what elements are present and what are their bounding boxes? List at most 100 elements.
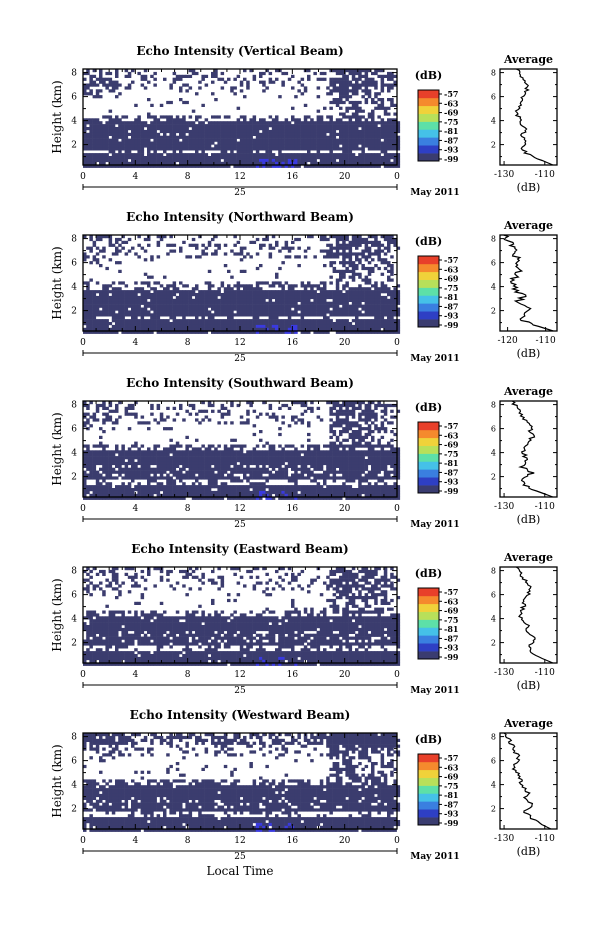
colorbar-tick-label: -75	[444, 117, 458, 127]
colorbar-tick-label: -81	[444, 624, 458, 634]
y-axis-label: Height (km)	[50, 578, 64, 651]
average-y-tick-label: 8	[491, 401, 496, 410]
average-y-tick-label: 2	[491, 639, 496, 648]
average-profile: Average 2 4 6 8 -120 -110(dB)	[491, 219, 558, 360]
y-tick-label: 6	[71, 425, 77, 435]
panel-1: Echo Intensity (Vertical Beam) 2 4 6 8 Height…	[50, 44, 558, 198]
average-profile-line	[511, 400, 554, 498]
x-tick-label: 4	[132, 504, 138, 514]
y-tick-label: 4	[71, 615, 77, 625]
x-tick-label: 12	[234, 670, 245, 680]
x-tick-label: 12	[234, 338, 245, 348]
x-tick-label: 16	[287, 836, 299, 846]
average-y-tick-label: 4	[491, 117, 496, 126]
average-y-tick-label: 2	[491, 141, 496, 150]
average-y-tick-label: 6	[491, 757, 496, 766]
x-tick-label: 16	[287, 504, 299, 514]
day-label: 25	[234, 354, 246, 364]
colorbar-tick-label: -57	[444, 89, 458, 99]
y-tick-label: 2	[71, 639, 77, 649]
y-tick-label: 4	[71, 283, 77, 293]
x-tick-label: 0	[394, 338, 400, 348]
average-x-label: (dB)	[517, 181, 541, 194]
colorbar: (dB)-57-63-69-75-81-87-93-99	[415, 235, 459, 330]
average-x-tick-label: -110	[535, 170, 555, 180]
colorbar-tick-label: -87	[444, 301, 458, 311]
x-tick-label: 0	[394, 504, 400, 514]
average-profile: Average 2 4 6 8 -130 -110(dB)	[491, 385, 558, 526]
x-tick-label: 4	[132, 836, 138, 846]
heatmap-cells	[83, 235, 401, 334]
average-profile: Average 2 4 6 8 -130 -110(dB)	[491, 551, 558, 692]
colorbar-tick-label: -69	[444, 274, 459, 284]
day-axis: 25 May 2011	[82, 682, 460, 696]
x-tick-label: 8	[185, 670, 191, 680]
y-tick-label: 8	[71, 567, 77, 577]
colorbar-frame	[417, 587, 440, 660]
colorbar: (dB)-57-63-69-75-81-87-93-99	[415, 401, 459, 496]
day-label: 25	[234, 520, 246, 530]
y-axis-label: Height (km)	[50, 246, 64, 319]
colorbar-unit: (dB)	[415, 235, 442, 248]
colorbar-unit: (dB)	[415, 733, 442, 746]
panel-title: Echo Intensity (Eastward Beam)	[131, 542, 348, 556]
average-y-tick-label: 6	[491, 93, 496, 102]
y-tick-label: 4	[71, 117, 77, 127]
y-tick-label: 8	[71, 69, 77, 79]
x-tick-label: 4	[132, 670, 138, 680]
colorbar-tick-label: -63	[444, 98, 459, 108]
colorbar-tick-label: -99	[444, 320, 459, 330]
colorbar: (dB)-57-63-69-75-81-87-93-99	[415, 567, 459, 662]
average-y-tick-label: 6	[491, 591, 496, 600]
average-profile-line	[515, 566, 554, 664]
heatmap-cells	[83, 733, 401, 832]
colorbar-unit: (dB)	[415, 567, 442, 580]
date-label: May 2011	[410, 354, 459, 364]
y-tick-label: 6	[71, 591, 77, 601]
colorbar-tick-label: -69	[444, 772, 459, 782]
colorbar-tick-label: -69	[444, 606, 459, 616]
average-profile: Average 2 4 6 8 -130 -110(dB)	[491, 53, 558, 194]
heatmap-cells	[83, 567, 401, 666]
day-label: 25	[234, 852, 246, 862]
colorbar-frame	[417, 753, 440, 826]
x-ticks: 0 4 8 12 16 20 0	[80, 69, 400, 182]
y-tick-label: 2	[71, 141, 77, 151]
y-ticks: 2 4 6 8	[71, 733, 397, 822]
colorbar: (dB)-57-63-69-75-81-87-93-99	[415, 733, 459, 828]
colorbar-tick-label: -87	[444, 135, 458, 145]
colorbar-tick-label: -57	[444, 255, 458, 265]
colorbar-tick-label: -99	[444, 652, 459, 662]
average-y-tick-label: 2	[491, 805, 496, 814]
x-tick-label: 20	[339, 836, 351, 846]
x-tick-label: 12	[234, 836, 245, 846]
colorbar-tick-label: -93	[444, 809, 459, 819]
colorbar-tick-label: -75	[444, 615, 458, 625]
panel-title: Echo Intensity (Vertical Beam)	[136, 44, 343, 58]
day-label: 25	[234, 188, 246, 198]
average-y-tick-label: 8	[491, 69, 496, 78]
colorbar-tick-label: -75	[444, 449, 458, 459]
colorbar-tick-label: -93	[444, 643, 459, 653]
colorbar-tick-label: -63	[444, 264, 459, 274]
x-ticks: 0 4 8 12 16 20 0	[80, 733, 400, 846]
colorbar-tick-label: -57	[444, 587, 458, 597]
average-profile-line	[503, 234, 554, 332]
day-axis: 25 May 2011	[82, 848, 460, 862]
colorbar-tick-label: -63	[444, 762, 459, 772]
average-x-tick-label: -120	[497, 336, 517, 346]
average-x-tick-label: -130	[494, 834, 514, 844]
colorbar-unit: (dB)	[415, 401, 442, 414]
average-title: Average	[503, 717, 553, 730]
y-tick-label: 6	[71, 93, 77, 103]
average-x-tick-label: -110	[535, 336, 555, 346]
x-tick-label: 20	[339, 504, 351, 514]
average-frame	[499, 732, 558, 830]
x-tick-label: 0	[80, 172, 86, 182]
x-tick-label: 20	[339, 670, 351, 680]
y-ticks: 2 4 6 8	[71, 401, 397, 490]
colorbar-tick-label: -87	[444, 799, 458, 809]
x-tick-label: 8	[185, 338, 191, 348]
colorbar-tick-label: -87	[444, 467, 458, 477]
